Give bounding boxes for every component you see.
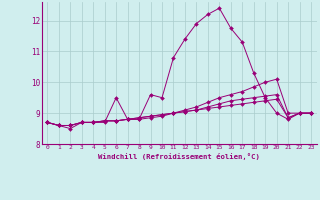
X-axis label: Windchill (Refroidissement éolien,°C): Windchill (Refroidissement éolien,°C) bbox=[98, 153, 260, 160]
